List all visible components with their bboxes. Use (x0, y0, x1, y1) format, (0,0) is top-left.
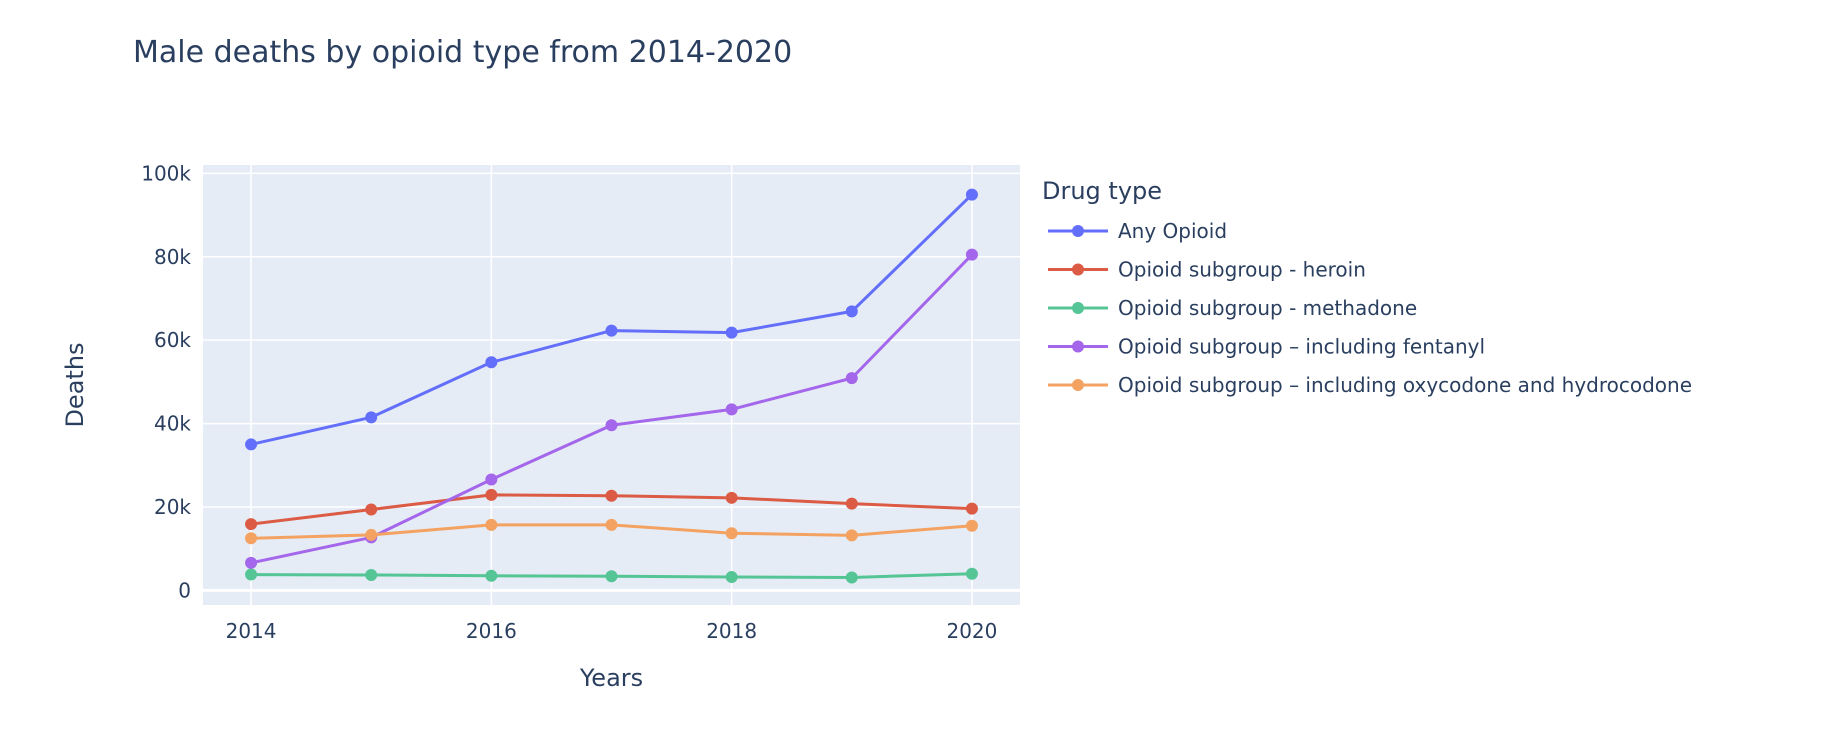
data-point (725, 491, 738, 504)
data-point (245, 438, 258, 451)
legend-label: Any Opioid (1118, 219, 1227, 243)
data-point (605, 570, 618, 583)
data-point (485, 569, 498, 582)
series-5 (245, 518, 978, 545)
y-axis-title: Deaths (61, 342, 89, 427)
legend-label: Opioid subgroup – including fentanyl (1118, 335, 1485, 359)
data-point (725, 527, 738, 540)
legend-label: Opioid subgroup - heroin (1118, 258, 1366, 282)
data-point (365, 411, 378, 424)
data-point (365, 528, 378, 541)
y-tick-label: 0 (178, 578, 191, 602)
data-point (845, 497, 858, 510)
legend-swatch-marker (1072, 263, 1084, 276)
data-point (485, 473, 498, 486)
y-tick-label: 100k (141, 161, 191, 185)
y-tick-label: 60k (154, 328, 191, 352)
data-point (605, 324, 618, 337)
series-3 (245, 567, 978, 584)
legend-item: Any Opioid (1048, 219, 1227, 243)
data-point (845, 571, 858, 584)
data-point (725, 326, 738, 339)
data-point (245, 518, 258, 531)
data-point (965, 519, 978, 532)
x-tick-label: 2014 (226, 619, 277, 643)
series-group (245, 188, 978, 584)
y-tick-label: 80k (154, 245, 191, 269)
y-tick-label: 40k (154, 412, 191, 436)
legend-label: Opioid subgroup – including oxycodone an… (1118, 373, 1692, 397)
data-point (245, 556, 258, 569)
legend-title: Drug type (1042, 177, 1162, 205)
y-tick-label: 20k (154, 495, 191, 519)
series-1 (245, 188, 978, 451)
x-tick-label: 2016 (466, 619, 517, 643)
data-point (965, 567, 978, 580)
data-point (965, 188, 978, 201)
legend-item: Opioid subgroup - heroin (1048, 258, 1366, 282)
data-point (725, 571, 738, 584)
data-point (245, 568, 258, 581)
data-point (965, 248, 978, 261)
data-point (965, 502, 978, 515)
data-point (365, 503, 378, 516)
legend-swatch-marker (1072, 225, 1084, 237)
data-point (485, 518, 498, 531)
x-axis-title: Years (579, 664, 643, 692)
legend-item: Opioid subgroup - methadone (1048, 296, 1417, 320)
x-tick-label: 2018 (706, 619, 757, 643)
legend-swatch-marker (1072, 340, 1084, 353)
legend-label: Opioid subgroup - methadone (1118, 296, 1417, 320)
data-point (605, 489, 618, 502)
axes: 0 20k 40k 60k 80k 100k 2014 2016 2018 2020 (141, 161, 997, 643)
data-point (245, 532, 258, 545)
data-point (365, 568, 378, 581)
series-2 (245, 488, 978, 531)
x-tick-label: 2020 (946, 619, 997, 643)
data-point (845, 372, 858, 385)
legend-item: Opioid subgroup – including oxycodone an… (1048, 373, 1692, 397)
data-point (605, 518, 618, 531)
legend: Drug type Any Opioid Opioid subgroup - he… (1042, 177, 1692, 397)
data-point (605, 419, 618, 432)
legend-swatch-marker (1072, 302, 1084, 314)
plot-background (203, 165, 1020, 605)
data-point (485, 356, 498, 369)
data-point (485, 488, 498, 501)
legend-swatch-marker (1072, 379, 1084, 391)
data-point (845, 305, 858, 318)
data-point (725, 403, 738, 416)
legend-item: Opioid subgroup – including fentanyl (1048, 335, 1485, 359)
chart-title: Male deaths by opioid type from 2014-202… (133, 35, 792, 70)
data-point (845, 529, 858, 542)
